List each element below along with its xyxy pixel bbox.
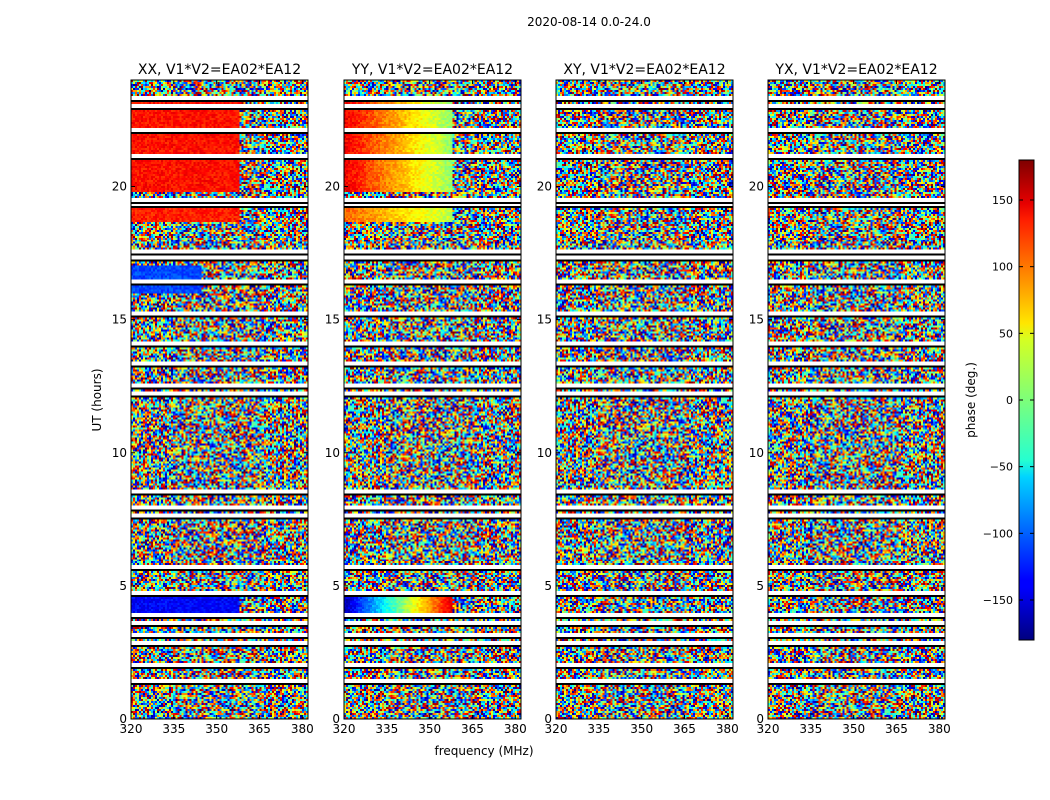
y-tick-label: 0 <box>544 712 552 726</box>
x-tick-label: 320 <box>757 722 780 736</box>
y-tick-label: 15 <box>325 313 340 327</box>
panel-frame <box>130 79 309 720</box>
colorbar-ticks: 150 100 50 0 −50 −100 −150 <box>983 194 1034 607</box>
x-tick-label: 335 <box>375 722 398 736</box>
panel-frame <box>555 79 734 720</box>
panel-xx: XX, V1*V2=EA02*EA12 320 335 350 365 380 0 5 10 15… <box>112 62 314 736</box>
y-tick-label: 10 <box>537 446 552 460</box>
y-tick-label: 5 <box>756 579 764 593</box>
panel-frame <box>767 79 946 720</box>
colorbar-label: phase (deg.) <box>964 362 978 438</box>
x-tick-label: 350 <box>205 722 228 736</box>
panel-raster-yy <box>344 80 521 719</box>
x-tick-label: 320 <box>545 722 568 736</box>
x-tick-label: 335 <box>799 722 822 736</box>
x-tick-label: 350 <box>842 722 865 736</box>
colorbar: 150 100 50 0 −50 −100 −150 phase (deg.) <box>964 159 1035 641</box>
x-tick-label: 365 <box>885 722 908 736</box>
colorbar-tick-label: −100 <box>983 527 1013 540</box>
colorbar-tick-label: 150 <box>992 194 1013 207</box>
panel-title: XX, V1*V2=EA02*EA12 <box>138 62 301 78</box>
y-tick-label: 10 <box>749 446 764 460</box>
x-tick-label: 365 <box>673 722 696 736</box>
y-tick-label: 20 <box>537 180 552 194</box>
figure-title: 2020-08-14 0.0-24.0 <box>527 15 651 29</box>
y-tick-label: 20 <box>749 180 764 194</box>
panel-title: YX, V1*V2=EA02*EA12 <box>774 62 937 78</box>
panels-group: XX, V1*V2=EA02*EA12 320 335 350 365 380 0 5 10 15… <box>112 62 951 736</box>
y-tick-label: 10 <box>112 446 127 460</box>
panel-title: XY, V1*V2=EA02*EA12 <box>563 62 725 78</box>
y-tick-label: 0 <box>332 712 340 726</box>
y-tick-label: 5 <box>332 579 340 593</box>
x-tick-label: 365 <box>248 722 271 736</box>
panel-raster-xx <box>131 80 308 719</box>
panel-frame <box>343 79 522 720</box>
panel-raster-xy <box>556 80 733 719</box>
y-tick-label: 15 <box>112 313 127 327</box>
colorbar-tick-label: 50 <box>999 327 1013 340</box>
x-tick-label: 335 <box>162 722 185 736</box>
panel-yx: YX, V1*V2=EA02*EA12 320 335 350 365 380 0 5 10 15… <box>749 62 951 736</box>
y-tick-label: 10 <box>325 446 340 460</box>
y-tick-label: 20 <box>112 180 127 194</box>
x-tick-label: 365 <box>461 722 484 736</box>
colorbar-tick-label: 0 <box>1006 394 1013 407</box>
x-axis-label: frequency (MHz) <box>434 744 533 758</box>
y-tick-label: 5 <box>544 579 552 593</box>
y-tick-label: 5 <box>119 579 127 593</box>
x-tick-label: 380 <box>504 722 527 736</box>
y-tick-label: 15 <box>537 313 552 327</box>
y-tick-label: 20 <box>325 180 340 194</box>
panel-xy: XY, V1*V2=EA02*EA12 320 335 350 365 380 0 5 10 15… <box>537 62 739 736</box>
x-tick-label: 335 <box>587 722 610 736</box>
x-tick-label: 380 <box>716 722 739 736</box>
colorbar-tick-label: −150 <box>983 594 1013 607</box>
panel-yy: YY, V1*V2=EA02*EA12 320 335 350 365 380 0 5 10 15… <box>325 62 527 736</box>
panel-raster-yx <box>768 80 945 719</box>
y-axis-label: UT (hours) <box>90 368 104 431</box>
colorbar-tick-label: −50 <box>990 461 1013 474</box>
x-tick-label: 350 <box>418 722 441 736</box>
x-tick-label: 320 <box>120 722 143 736</box>
panel-title: YY, V1*V2=EA02*EA12 <box>351 62 513 78</box>
x-tick-label: 350 <box>630 722 653 736</box>
y-tick-label: 0 <box>119 712 127 726</box>
y-tick-label: 15 <box>749 313 764 327</box>
y-tick-label: 0 <box>756 712 764 726</box>
x-tick-label: 380 <box>928 722 951 736</box>
x-tick-label: 380 <box>291 722 314 736</box>
x-tick-label: 320 <box>333 722 356 736</box>
colorbar-tick-label: 100 <box>992 261 1013 274</box>
